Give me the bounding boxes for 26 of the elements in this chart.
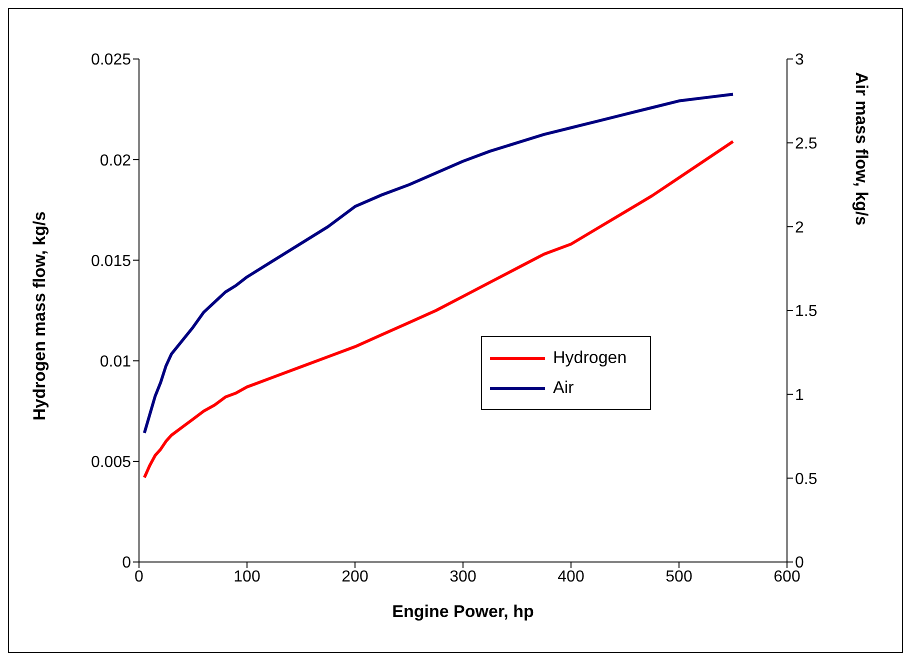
y2-tick-label: 2.5: [795, 136, 818, 153]
y-tick-label: 0.015: [90, 252, 132, 270]
y2-axis-title: Air mass flow, kg/s: [852, 72, 871, 226]
legend-label: Hydrogen: [553, 348, 627, 368]
y2-tick-label: 2: [795, 219, 804, 236]
y2-tick-label: 1: [795, 387, 804, 404]
x-tick-label: 0: [134, 568, 144, 586]
y-axis-title: Hydrogen mass flow, kg/s: [30, 211, 50, 420]
x-tick-label: 300: [450, 568, 476, 586]
y-tick-label: 0.02: [100, 152, 132, 170]
x-tick-label: 100: [234, 568, 260, 586]
x-tick-label: 500: [666, 568, 692, 586]
legend-label: Air: [553, 378, 574, 398]
x-tick-label: 600: [774, 568, 800, 586]
y2-tick-label: 3: [795, 52, 804, 69]
x-tick-label: 200: [342, 568, 368, 586]
line-series: [142, 140, 734, 479]
line-series: [142, 92, 734, 434]
x-tick-label: 400: [558, 568, 584, 586]
y-tick-label: 0.005: [90, 454, 132, 472]
y-tick-label: 0.025: [90, 52, 132, 69]
y2-tick-label: 0.5: [795, 470, 818, 488]
y-tick-label: 0.01: [100, 353, 132, 370]
y-tick-label: 0: [122, 554, 132, 572]
y2-tick-label: 1.5: [795, 303, 818, 320]
x-axis-title: Engine Power, hp: [392, 602, 534, 621]
